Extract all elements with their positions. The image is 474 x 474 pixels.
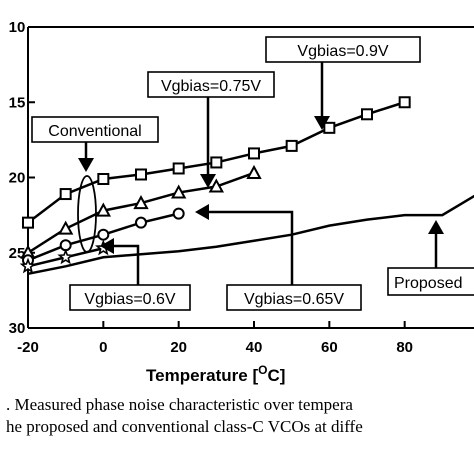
data-point-triangle [208,178,225,193]
data-point-square [97,173,110,186]
callout-vg065-label: Vgbias=0.65V [244,291,344,308]
data-point-triangle [95,202,112,217]
data-point-square [285,139,298,152]
series-line-proposed [27,194,474,276]
conventional-group-ellipse [77,175,97,253]
x-tick-label: 60 [321,339,338,356]
y-tick-label: 10 [9,19,26,36]
series-vgbias-0-75v [20,164,262,259]
data-point-circle [172,207,185,220]
callout-vg075-label: Vgbias=0.75V [161,78,261,95]
x-axis-title-sup: O [258,363,267,377]
callout-vg09-box [265,36,421,63]
x-tick-label: 40 [246,339,263,356]
data-point-square [172,162,185,175]
series-layer [19,96,474,276]
y-tick-label: 30 [9,320,26,337]
callout-conventional-arrowhead [78,158,94,172]
y-tick-label: 15 [9,94,26,111]
x-tick-label: 20 [170,339,187,356]
callout-vg065-box [226,284,362,311]
callout-vg065: Vgbias=0.65V [195,204,362,311]
callout-proposed: Proposed [387,220,474,296]
data-point-square [248,147,260,160]
data-point-square [210,156,223,169]
callout-proposed-label: Proposed [394,275,463,292]
series-proposed [27,194,474,276]
data-point-square [59,188,72,201]
data-point-star [19,257,37,274]
data-point-circle [97,228,110,241]
callout-vg09-label: Vgbias=0.9V [297,43,389,60]
callout-vg075-box [147,71,275,98]
data-point-triangle [57,220,74,235]
callout-vg06-label: Vgbias=0.6V [84,291,176,308]
x-axis-title: Temperature [OC] [146,363,285,385]
x-axis: -20 0 20 40 60 80 [17,321,413,356]
data-point-square [361,108,373,121]
data-point-triangle [170,184,187,199]
data-point-star [57,248,74,265]
callout-conventional: Conventional [31,116,159,253]
x-tick-label: 0 [99,339,107,356]
callout-conventional-box [31,116,159,143]
data-point-triangle [133,194,149,210]
data-point-square [398,96,411,109]
data-point-triangle [246,164,262,179]
callout-conventional-label: Conventional [48,123,141,140]
callout-vg06: Vgbias=0.6V [69,238,191,311]
callout-vg065-arrowhead [195,204,209,220]
callout-vg06-arrowhead [100,238,114,254]
series-vgbias-0-9v [22,96,411,229]
callout-vg06-box [69,284,191,311]
data-point-square [323,121,336,134]
x-axis-title-main: Temperature [ [146,366,258,385]
figure-caption-line-2: he proposed and conventional class-C VCO… [6,417,363,436]
figure-caption-line-1: . Measured phase noise characteristic ov… [6,395,353,414]
callout-vg075-arrowhead [200,174,216,188]
data-point-square [135,168,147,181]
callout-vg065-leader [207,210,294,285]
data-point-circle [135,216,147,229]
callout-proposed-arrowhead [428,220,444,234]
y-tick-label: 20 [9,170,26,187]
callout-vg09: Vgbias=0.9V [265,36,421,130]
x-axis-title-unit: C] [267,366,285,385]
x-tick-label: -20 [17,339,39,356]
callout-vg06-leader [112,244,140,285]
callout-proposed-box [387,267,474,296]
data-point-square [22,216,34,229]
callout-vg09-arrowhead [314,116,330,130]
callout-vg075: Vgbias=0.75V [147,71,275,188]
x-tick-label: 80 [396,339,413,356]
